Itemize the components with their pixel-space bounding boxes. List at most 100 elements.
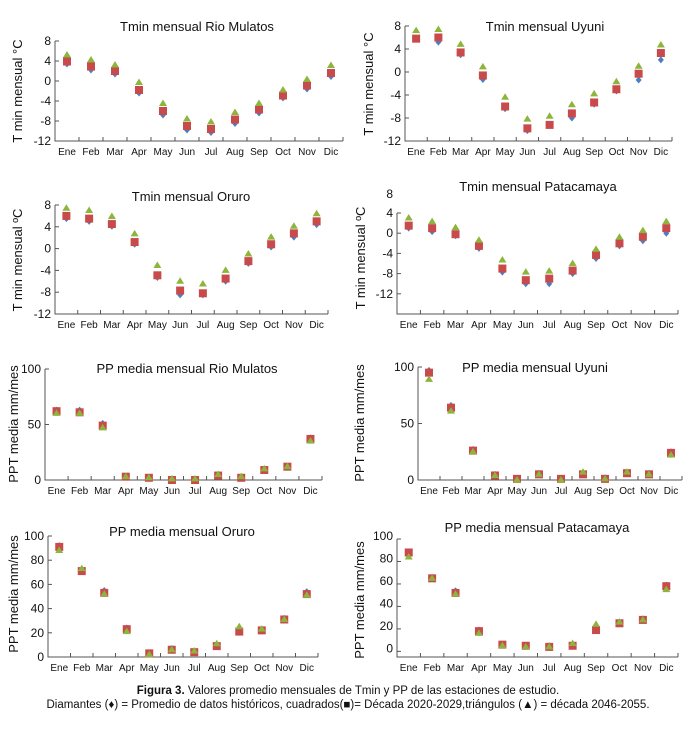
series-triangle [63,51,335,125]
data-point-2046-2055 [107,212,116,219]
axis-frame [404,26,672,142]
y-tick-label: 4 [44,220,51,234]
y-tick-label: 100 [24,529,44,543]
x-tick-label: Aug [209,486,227,497]
y-axis-label: PPT media mm/mes [352,541,367,659]
x-tick-label: Apr [475,147,491,158]
chart-title: PP media mensual Uyuni [462,360,608,375]
axis-frame [54,205,328,315]
data-point-2020-2029 [111,67,119,75]
data-point-2046-2055 [434,25,443,32]
data-point-2020-2029 [523,124,532,133]
data-point-2020-2029 [255,105,263,114]
data-point-2020-2029 [303,81,311,90]
data-point-2046-2055 [451,223,460,231]
x-tick-label: Aug [208,663,226,674]
x-tick-label: Apr [119,663,135,674]
data-point-2046-2055 [498,641,507,649]
data-point-2046-2055 [191,474,200,482]
x-tick-label: Sep [587,320,605,331]
y-tick-label: 4 [394,42,401,56]
data-point-2046-2055 [122,627,131,635]
x-tick-label: May [154,147,173,158]
x-tick-label: Jul [555,486,568,497]
data-point-2020-2029 [498,264,507,273]
x-tick-label: Sep [232,486,250,497]
caption-line-1-text: Valores promedio mensuales de Tmin y PP … [184,685,560,697]
data-point-2046-2055 [521,642,530,650]
x-tick-label: Mar [103,320,121,331]
x-tick-label: Ene [407,147,425,158]
data-point-2020-2029 [451,230,460,239]
x-tick-label: Feb [430,147,448,158]
data-point-2046-2055 [592,245,601,252]
data-point-2046-2055 [235,622,244,630]
y-tick-label: 100 [21,362,41,376]
x-tick-label: Ene [400,320,418,331]
data-point-2046-2055 [638,226,647,234]
x-tick-label: Mar [94,486,112,497]
x-tick-label: Feb [82,147,100,158]
y-tick-label: 100 [373,529,393,543]
data-point-2046-2055 [667,451,675,458]
data-point-2046-2055 [521,268,530,275]
series-square [63,57,335,133]
data-point-2046-2055 [176,277,185,284]
chart-8: PP media mensual Patacamaya PPT media mm/… [352,520,679,674]
series-triangle [52,409,315,482]
data-point-2046-2055 [167,645,176,653]
data-point-2046-2055 [267,233,276,240]
series-square [425,368,675,483]
y-tick-label: 0 [386,226,393,240]
x-tick-label: Ene [58,147,76,158]
series-square [55,542,311,658]
x-tick-label: Nov [630,147,648,158]
data-point-2046-2055 [231,108,239,115]
y-tick-label: 0 [394,65,401,79]
x-tick-label: Apr [118,486,134,497]
data-point-2046-2055 [545,112,554,119]
data-point-2046-2055 [260,464,269,472]
data-point-2020-2029 [662,224,671,233]
x-tick-label: Feb [71,486,89,497]
y-tick-label: -12 [376,287,394,301]
data-point-2046-2055 [545,642,554,650]
y-axis-label: T min mensual °C [361,32,376,135]
caption-line-1: Figura 3. Valores promedio mensuales de … [0,684,696,698]
chart-3: Tmin mensual Oruro T min mensual ºC Ene Feb… [10,189,329,331]
x-tick-label: Oct [257,486,273,497]
data-point-2020-2029 [107,220,116,229]
x-tick-label: Apr [487,486,503,497]
data-point-2020-2029 [279,91,287,100]
data-point-2020-2029 [244,257,253,266]
series-diamond [56,542,310,657]
data-point-2046-2055 [404,552,413,560]
x-tick-label: Jun [519,147,535,158]
data-point-2046-2055 [662,217,671,225]
x-tick-label: Nov [278,486,296,497]
data-point-2020-2029 [412,34,421,43]
x-tick-label: Jul [189,486,202,497]
x-tick-label: Mar [106,147,124,158]
data-point-2020-2029 [62,211,71,220]
data-point-2020-2029 [478,71,487,80]
x-tick-label: Dic [664,486,678,497]
data-point-2046-2055 [404,214,413,221]
data-point-2046-2055 [412,26,421,34]
data-point-2046-2055 [130,229,139,237]
axis-frame [47,536,318,658]
x-tick-label: Dic [303,486,317,497]
axis-frame [54,41,343,142]
y-tick-label: -4 [382,246,393,260]
y-tick-label: 60 [380,574,394,588]
y-tick-label: 0 [37,650,44,664]
x-tick-label: Aug [564,320,582,331]
data-point-2046-2055 [283,462,292,470]
x-tick-label: Feb [73,663,91,674]
data-point-2046-2055 [135,78,143,85]
data-point-2046-2055 [302,591,311,598]
data-point-2046-2055 [568,639,577,647]
axis-frame [44,369,322,481]
y-tick-label: 8 [44,198,51,212]
y-tick-label: 0 [407,473,414,487]
